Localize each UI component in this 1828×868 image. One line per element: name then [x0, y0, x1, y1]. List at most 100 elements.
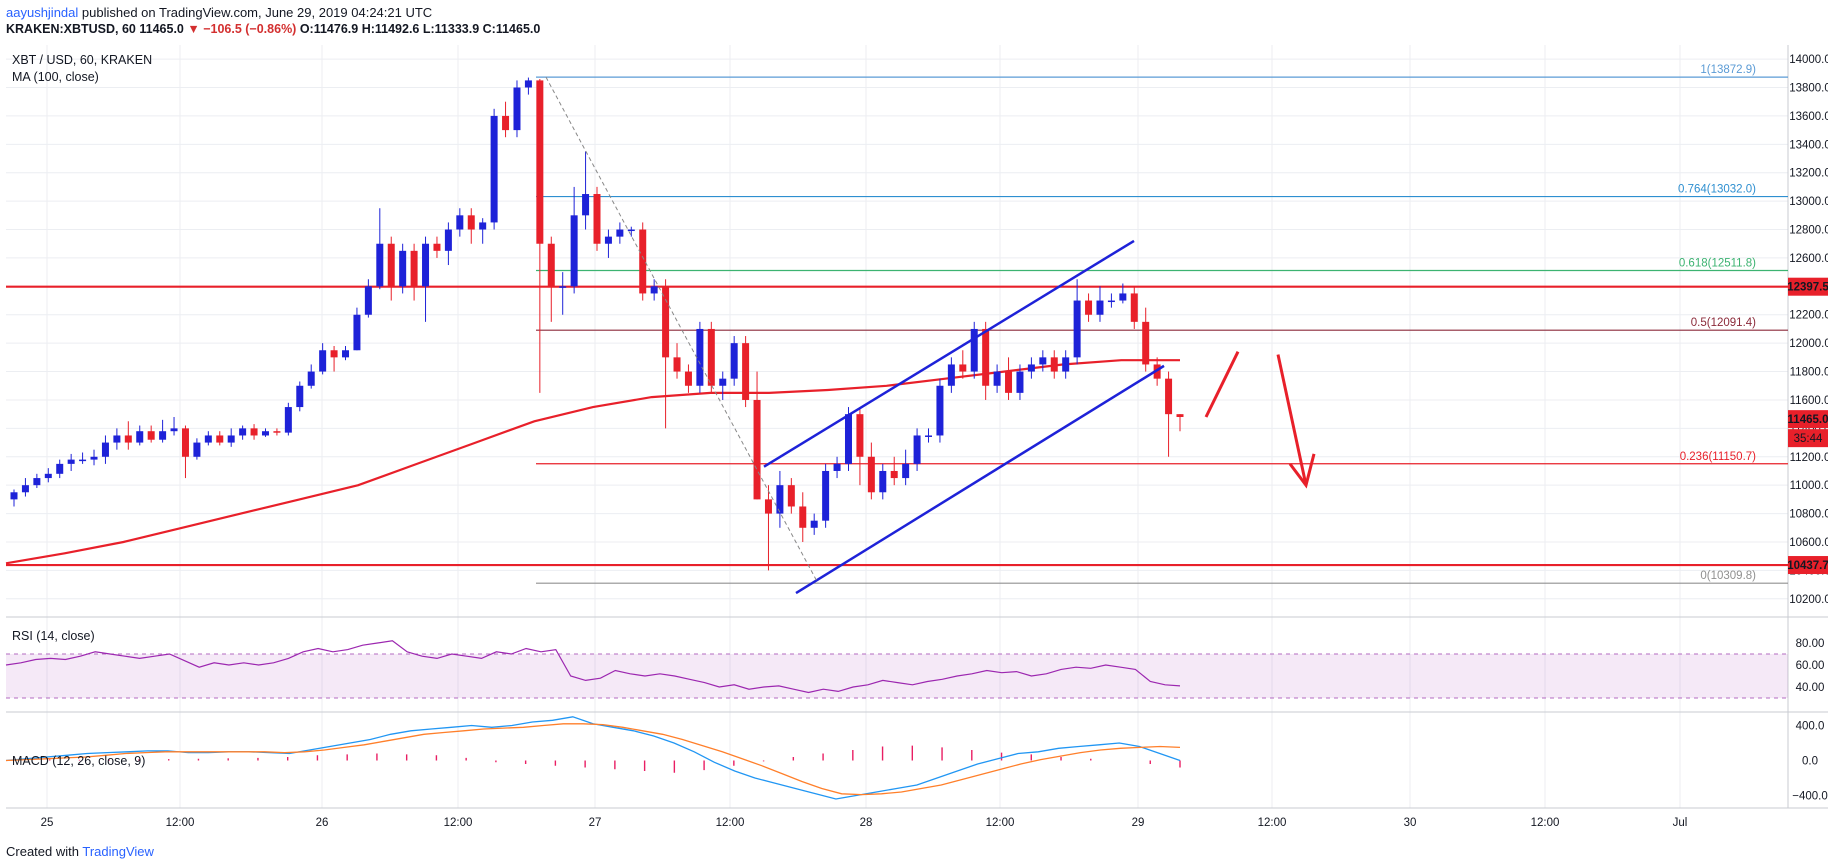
candle-body: [387, 243, 395, 287]
candle-body: [319, 350, 327, 372]
candle: [307, 364, 315, 389]
price-tick-label: 11000.0: [1790, 480, 1828, 492]
candle: [444, 222, 452, 266]
price-axis[interactable]: 14000.0 13800.0 13600.0 13400.0 13200.0 13000…: [1787, 54, 1828, 803]
macd-tick-label: 0.0: [1802, 756, 1818, 768]
annotations: [545, 76, 1316, 595]
candle: [902, 449, 910, 486]
candle-body: [524, 80, 532, 88]
candle-body: [1027, 364, 1035, 372]
channel-lower-line: [795, 364, 1165, 595]
ma-100-line: [5, 359, 1180, 565]
candle-body: [330, 350, 338, 358]
candle-body: [444, 229, 452, 251]
candle-body: [742, 343, 750, 400]
candle-body: [753, 399, 761, 500]
countdown-badge: [1788, 429, 1828, 448]
tradingview-logo[interactable]: TradingView: [82, 844, 154, 859]
candle: [364, 279, 372, 318]
candle-body: [844, 414, 852, 464]
candle: [879, 463, 887, 500]
price-tick-label: 11600.0: [1790, 395, 1828, 407]
candle-body: [936, 385, 944, 436]
candle-body: [982, 328, 990, 386]
candle-body: [1130, 293, 1138, 322]
candle-body: [101, 442, 109, 457]
created-with-label: Created with: [6, 844, 79, 859]
rsi-tick-label: 80.00: [1796, 638, 1825, 650]
pane-borders: [6, 45, 1828, 809]
candle-body: [513, 87, 521, 131]
candle-body: [1096, 300, 1104, 315]
time-tick-label: 30: [1404, 817, 1417, 829]
candle-body: [810, 520, 818, 528]
candle: [982, 321, 990, 400]
author-link[interactable]: aayushjindal: [6, 5, 79, 20]
time-tick-label: 12:00: [1258, 817, 1287, 829]
candle-body: [970, 328, 978, 372]
candle: [422, 236, 430, 322]
candle-body: [1165, 378, 1173, 415]
decline-arrow: [1276, 354, 1308, 486]
candle-body: [673, 357, 681, 372]
candle: [1119, 283, 1127, 304]
macd-pane: [5, 716, 1181, 800]
candle: [844, 407, 852, 471]
fibonacci-levels: 1(13872.9) 0.764(13032.0) 0.618(12511.8) 0.…: [536, 64, 1788, 584]
publish-line: aayushjindal published on TradingView.co…: [6, 4, 540, 21]
price-tick-label: 11200.0: [1790, 452, 1828, 464]
candle: [1176, 414, 1184, 432]
change-value: ▼ −106.5 (−0.86%): [187, 22, 297, 36]
macd-tick-label: −400.0: [1792, 791, 1828, 803]
price-tick-label: 14000.0: [1789, 54, 1828, 66]
candle-body: [399, 250, 407, 287]
candle-body: [353, 314, 361, 351]
candle: [1130, 286, 1138, 329]
candle: [753, 371, 761, 500]
close-value: C:11465.0: [482, 22, 541, 36]
candle-body: [307, 371, 315, 386]
candle-body: [867, 456, 875, 493]
candle: [1073, 279, 1081, 365]
candle: [239, 425, 247, 440]
candle-body: [159, 431, 167, 440]
candle: [456, 208, 464, 237]
price-tick-label: 12600.0: [1789, 253, 1828, 265]
time-tick-label: 12:00: [986, 817, 1015, 829]
candle: [56, 459, 64, 479]
candle: [764, 485, 772, 571]
candle: [867, 442, 875, 500]
candle-body: [822, 470, 830, 521]
candle-body: [662, 286, 670, 358]
candle: [124, 421, 132, 450]
candle: [193, 438, 201, 460]
rsi-line: [5, 640, 1181, 694]
candle-body: [170, 428, 178, 432]
price-tick-label: 10200.0: [1789, 594, 1828, 606]
price-tick-label: 11800.0: [1790, 367, 1828, 379]
candle-body: [913, 435, 921, 464]
rsi-pane: [5, 640, 1788, 699]
candle: [1005, 357, 1013, 400]
candle: [627, 226, 635, 237]
level-price-badge: [1788, 277, 1828, 296]
candle-body: [239, 428, 247, 436]
candle-body: [730, 343, 738, 379]
candle: [890, 456, 898, 486]
candle: [1165, 371, 1173, 457]
time-axis[interactable]: 25 12:00 26 12:00 27 12:00 28 12:00 29 12:00 30 12:…: [41, 817, 1688, 829]
rsi-band: [6, 654, 1788, 698]
symbol-label: KRAKEN:XBTUSD, 60: [6, 22, 136, 36]
level-price-badge: [1788, 556, 1828, 575]
candle-body: [284, 407, 292, 433]
candle: [742, 336, 750, 408]
candle: [147, 425, 155, 443]
candle: [250, 424, 258, 440]
candle-body: [1039, 357, 1047, 365]
candle: [410, 243, 418, 301]
rsi-tick-label: 40.00: [1796, 682, 1825, 694]
time-tick-label: 12:00: [716, 817, 745, 829]
candle-body: [147, 431, 155, 440]
candle-body: [570, 215, 578, 287]
